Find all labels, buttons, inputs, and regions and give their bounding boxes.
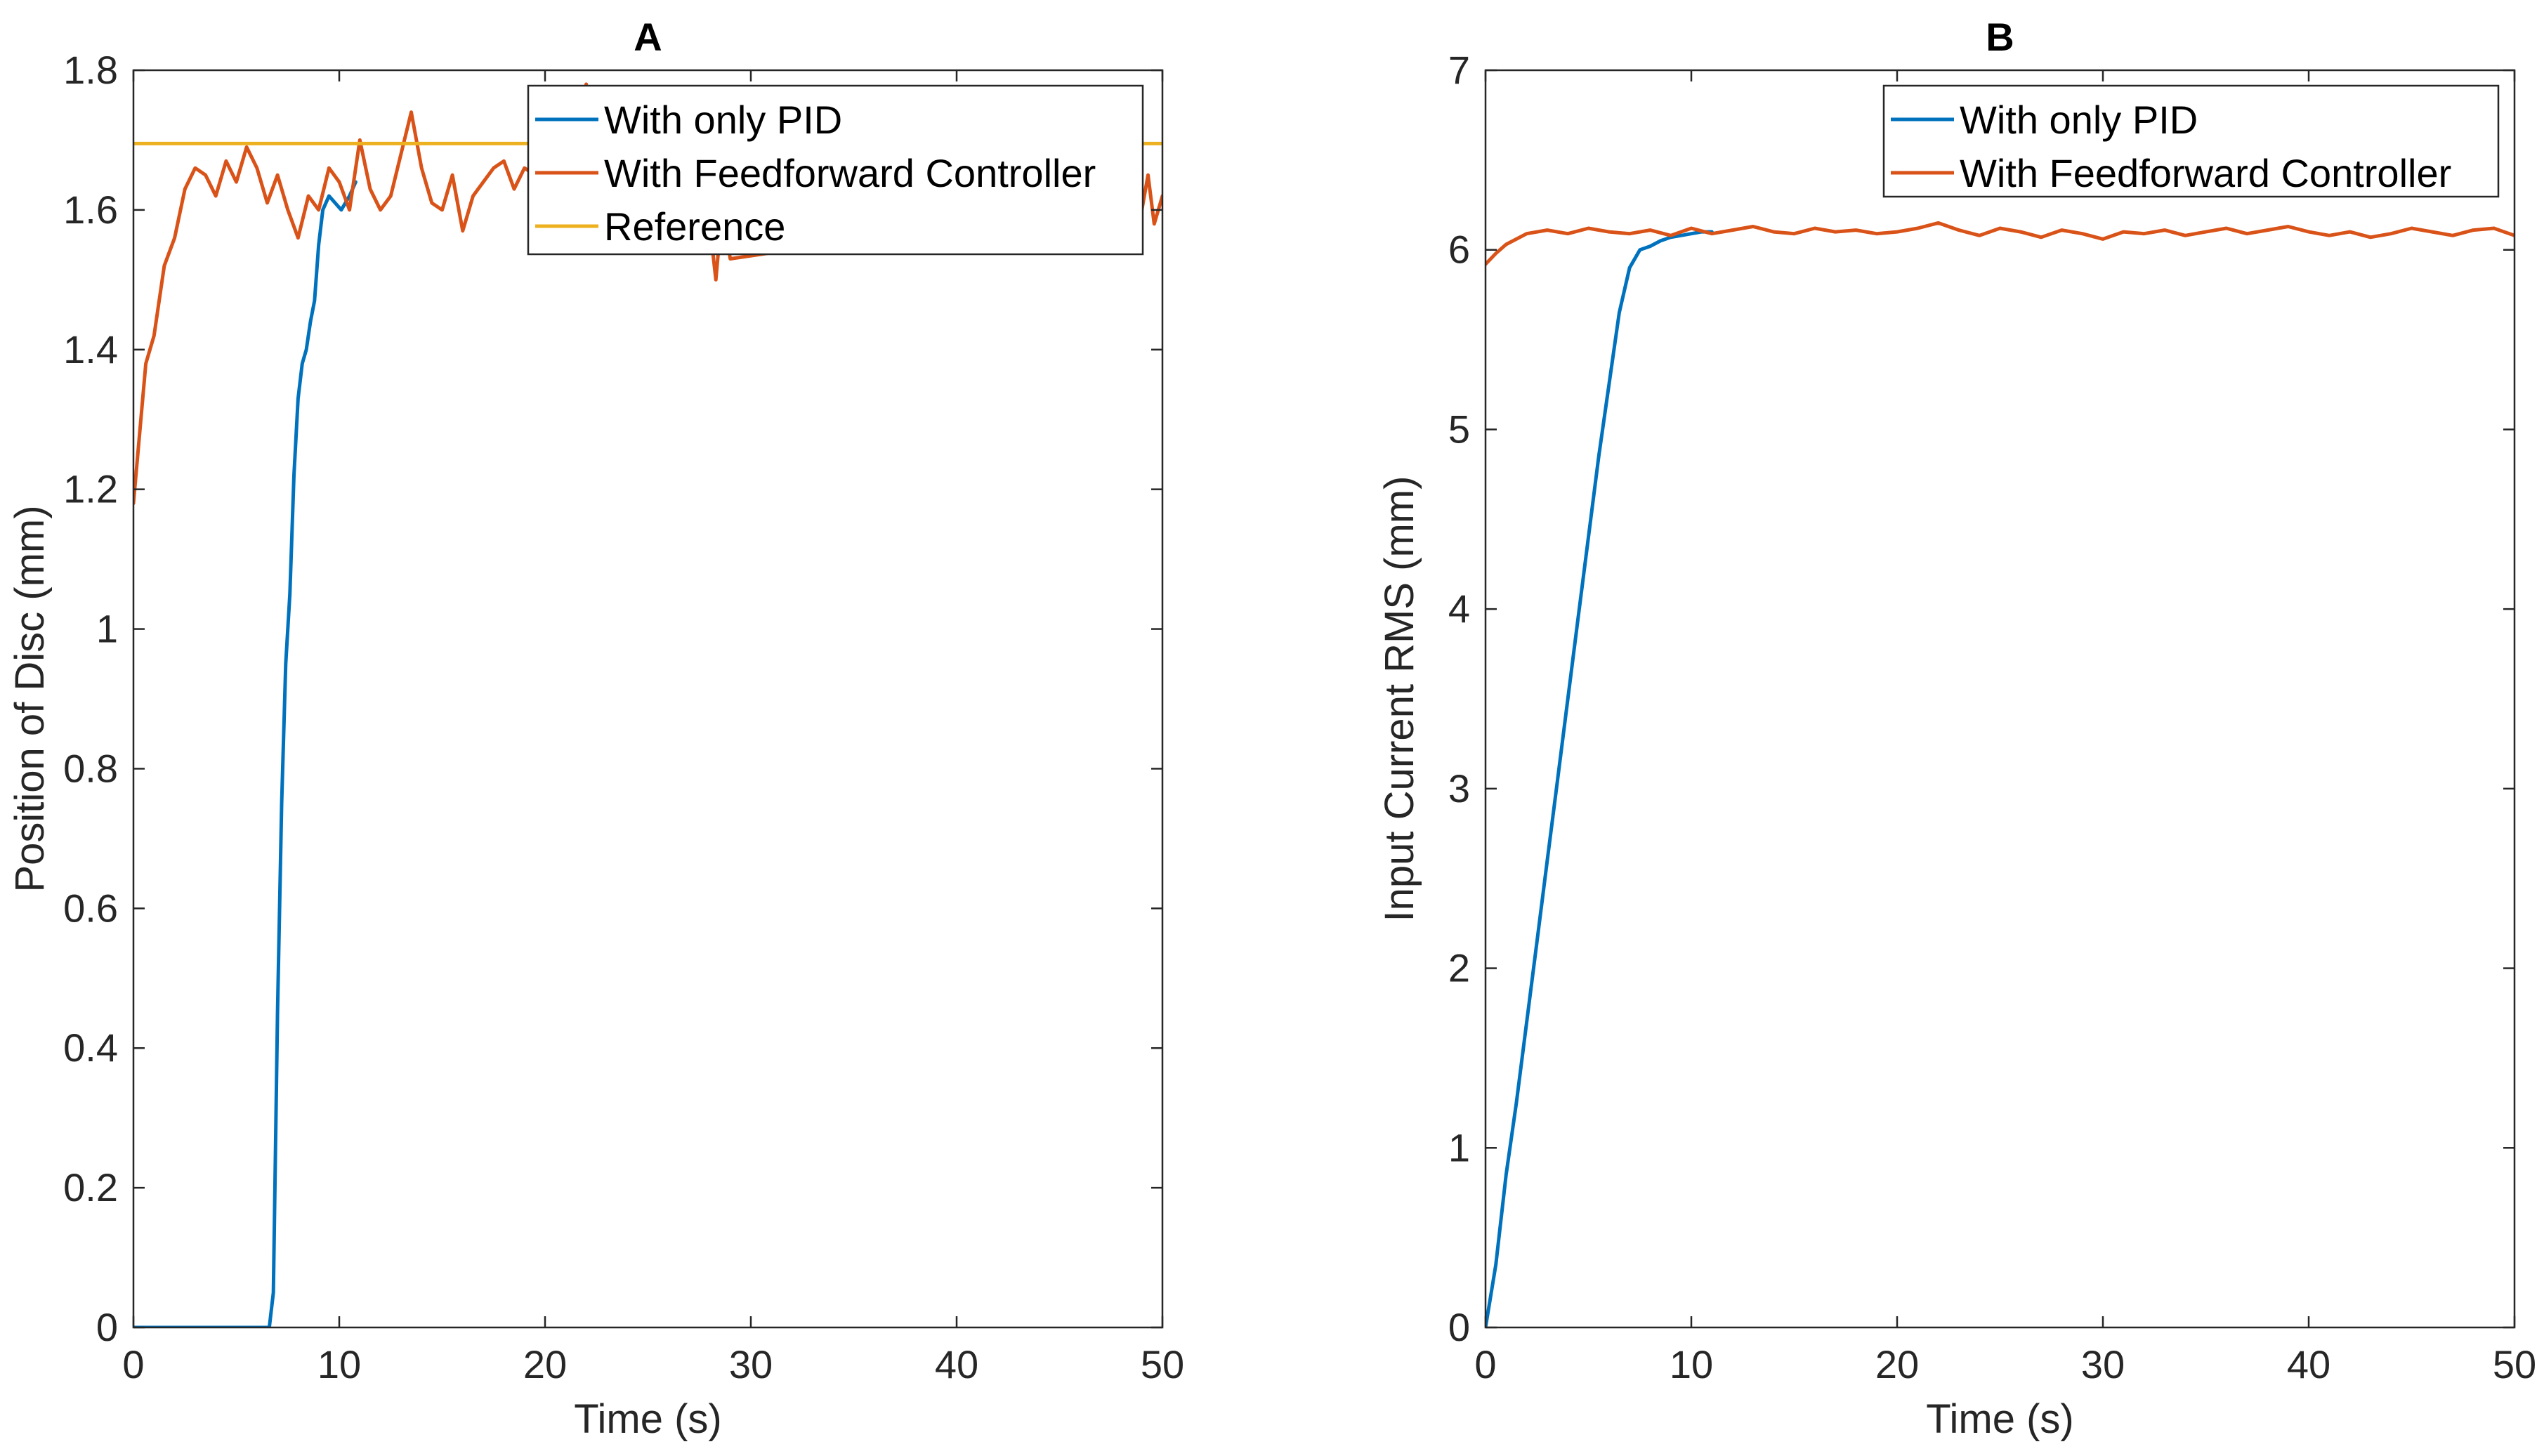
panel-b-y-tick-label: 6 — [1448, 228, 1470, 272]
panel-b-legend-box — [1882, 84, 2500, 198]
panel-b-y-tick-label: 7 — [1448, 48, 1470, 92]
panel-a-x-tick-label: 0 — [122, 1342, 144, 1386]
panel-b-axes-frame — [1484, 69, 2516, 1329]
panel-a-y-tick-label: 1 — [96, 607, 118, 651]
panel-b-y-tick-label: 3 — [1448, 766, 1470, 811]
panel-a-plot-area — [132, 69, 1164, 1329]
panel-a-legend-label-reference: Reference — [604, 204, 785, 249]
panel-b-x-tick-label: 20 — [1875, 1342, 1919, 1386]
panel-b-title: B — [1986, 15, 2014, 59]
panel-b-x-tick-label: 50 — [2493, 1342, 2536, 1386]
panel-a-title: A — [634, 15, 662, 59]
panel-a-y-tick-label: 0 — [96, 1305, 118, 1349]
panel-b-x-axis-label: Time (s) — [1926, 1396, 2073, 1442]
panel-a-y-tick-label: 0.8 — [63, 746, 118, 790]
panel-a-y-tick-label: 0.6 — [63, 886, 118, 930]
panel-a-legend-box — [527, 84, 1144, 256]
panel-b-legend: With only PID With Feedforward Controlle… — [1882, 84, 2500, 198]
panel-a-y-axis-label: Position of Disc (mm) — [7, 505, 53, 892]
panel-b-x-tick-label: 40 — [2287, 1342, 2330, 1386]
panel-a-x-tick-label: 40 — [935, 1342, 978, 1386]
panel-b-axes-background — [1486, 70, 2515, 1327]
panel-b-y-tick-label: 1 — [1448, 1125, 1470, 1169]
panel-a-y-tick-label: 1.8 — [63, 48, 118, 92]
panel-a-legend: With only PID With Feedforward Controlle… — [527, 84, 1144, 256]
panel-b-y-tick-label: 5 — [1448, 407, 1470, 451]
panel-a-axes-frame — [132, 69, 1164, 1329]
panel-a-series-with-only-pid — [133, 180, 358, 1327]
panel-b-y-axis-label: Input Current RMS (mm) — [1377, 476, 1422, 922]
panel-a-legend-label-pid: With only PID — [604, 98, 842, 142]
panel-b-legend-label-feedforward: With Feedforward Controller — [1960, 151, 2451, 195]
panel-b-series-with-only-pid — [1486, 230, 1714, 1327]
panel-a-y-tick-label: 1.2 — [63, 467, 118, 511]
panel-a-x-tick-label: 10 — [317, 1342, 361, 1386]
panel-a-ticks: 0 10 20 30 40 50 0 0.2 0.4 0.6 0.8 1 1.2 1.4 1.6 1.8 — [63, 48, 1184, 1386]
panel-b: 0 10 20 30 40 50 0 1 2 3 4 5 6 7 B Time (s) Input Cur… — [1377, 15, 2536, 1442]
panel-b-y-tick-label: 0 — [1448, 1305, 1470, 1349]
panel-a-x-tick-label: 50 — [1141, 1342, 1184, 1386]
panel-b-x-tick-label: 0 — [1474, 1342, 1496, 1386]
panel-a-x-axis-label: Time (s) — [574, 1396, 721, 1442]
panel-b-x-tick-label: 30 — [2081, 1342, 2125, 1386]
panel-b-y-tick-label: 4 — [1448, 586, 1470, 631]
panel-a-y-tick-label: 1.6 — [63, 188, 118, 232]
panel-a-y-tick-label: 0.2 — [63, 1165, 118, 1209]
panel-b-legend-label-pid: With only PID — [1960, 98, 2198, 142]
panel-b-x-tick-label: 10 — [1670, 1342, 1713, 1386]
panel-b-ticks: 0 10 20 30 40 50 0 1 2 3 4 5 6 7 — [1448, 48, 2536, 1386]
panel-a-legend-label-feedforward: With Feedforward Controller — [604, 151, 1096, 195]
panel-a-y-tick-label: 1.4 — [63, 327, 118, 372]
panel-a-x-tick-label: 30 — [729, 1342, 773, 1386]
panel-a-x-tick-label: 20 — [523, 1342, 567, 1386]
panel-a-axes-background — [133, 70, 1162, 1327]
panel-b-plot-area — [1484, 69, 2516, 1329]
panel-b-series-with-feedforward-controller — [1486, 221, 2515, 266]
panel-b-y-tick-label: 2 — [1448, 946, 1470, 990]
panel-a-y-tick-label: 0.4 — [63, 1025, 118, 1070]
